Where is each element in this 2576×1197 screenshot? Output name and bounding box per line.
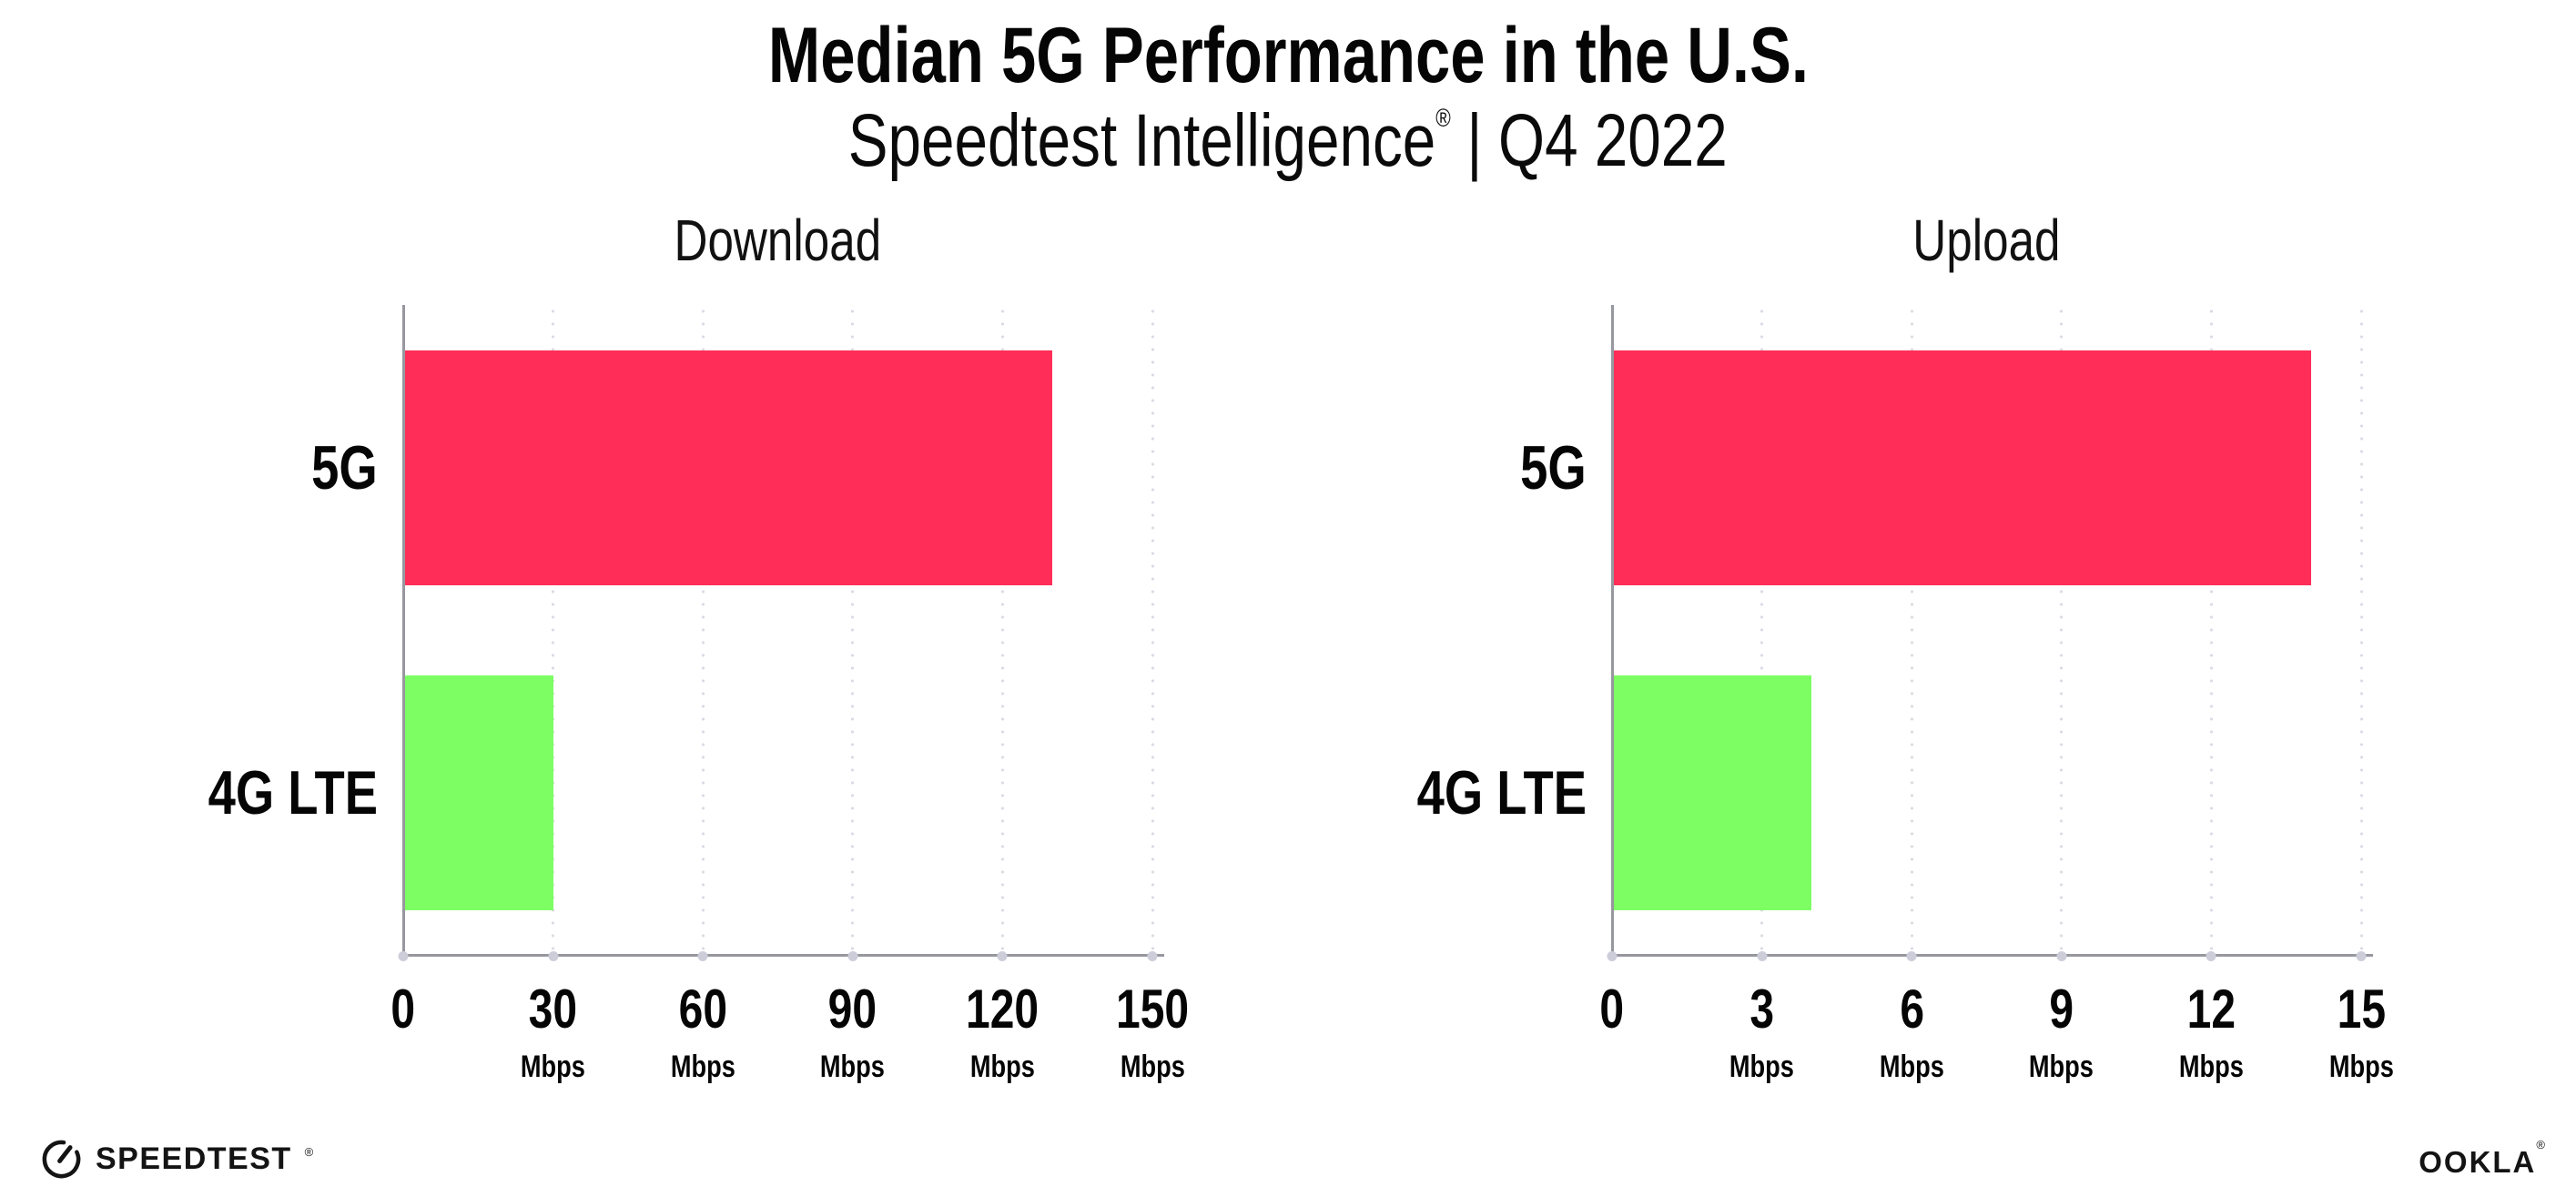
category-text-5g-download: 5G [311, 432, 378, 502]
gridline-15-upload [2359, 305, 2363, 956]
tick-mark-15-upload [2356, 951, 2367, 961]
tick-unit-12-upload: Mbps [2178, 1050, 2244, 1084]
tick-unit-15-upload: Mbps [2328, 1050, 2394, 1084]
y-axis-download [402, 305, 405, 956]
tick-mark-60-download [697, 951, 708, 961]
ookla-registered-icon: ® [2536, 1138, 2545, 1151]
tick-mark-9-upload [2056, 951, 2067, 961]
y-axis-upload [1611, 305, 1614, 956]
page-subtitle: Speedtest Intelligence® | Q4 2022 [0, 98, 2576, 184]
bar-5g-upload [1612, 350, 2312, 585]
tick-value-150-download: 150 [1115, 979, 1190, 1040]
tick-value-12-upload: 12 [2186, 979, 2236, 1040]
category-label-5g-upload: 5G [1504, 432, 1587, 503]
category-text-4g-lte-upload: 4G LTE [1416, 758, 1587, 828]
upload-chart-title: Upload [1612, 207, 2361, 274]
tick-value-30-download: 30 [528, 979, 578, 1040]
tick-unit-60-download: Mbps [670, 1050, 735, 1084]
download-chart-title: Download [403, 207, 1152, 274]
bar-5g-download [403, 350, 1053, 585]
tick-value-15-upload: 15 [2337, 979, 2386, 1040]
ookla-wordmark: OOKLA [2419, 1145, 2537, 1179]
subtitle-period: Q4 2022 [1498, 99, 1728, 182]
gauge-icon [42, 1140, 81, 1179]
tick-value-6-upload: 6 [1899, 979, 1924, 1040]
tick-mark-6-upload [1906, 951, 1917, 961]
gridline-60-download [701, 305, 705, 956]
category-label-4g-lte-upload: 4G LTE [1374, 757, 1587, 828]
tick-unit-30-download: Mbps [521, 1050, 586, 1084]
gridline-6-upload [1910, 305, 1913, 956]
download-plot-area: 0 30 Mbps 60 Mbps 90 Mbps 120 Mbps 150 Mbps [391, 305, 1189, 1084]
bar-4g-lte-upload [1612, 675, 1812, 911]
category-text-5g-upload: 5G [1520, 432, 1587, 502]
ookla-logo: OOKLA® [2419, 1138, 2545, 1180]
gridline-120-download [1000, 305, 1004, 956]
gridline-90-download [851, 305, 855, 956]
tick-mark-150-download [1147, 951, 1158, 961]
speedtest-logo: SPEEDTEST ® [40, 1138, 313, 1181]
tick-value-120-download: 120 [966, 979, 1040, 1040]
bar-4g-lte-download [403, 675, 553, 911]
gridline-9-upload [2060, 305, 2064, 956]
tick-mark-90-download [847, 951, 858, 961]
category-label-5g-download: 5G [295, 432, 378, 503]
tick-unit-120-download: Mbps [969, 1050, 1035, 1084]
subtitle-divider: | [1466, 99, 1483, 182]
x-axis-download [402, 954, 1164, 957]
tick-unit-3-upload: Mbps [1729, 1050, 1795, 1084]
tick-unit-90-download: Mbps [820, 1050, 886, 1084]
tick-value-90-download: 90 [828, 979, 877, 1040]
upload-chart-title-text: Upload [1912, 208, 2061, 273]
download-chart-title-text: Download [674, 208, 882, 273]
upload-chart: 0 3 Mbps 6 Mbps 9 Mbps 12 Mbps 15 Mbps Upload 5G 4G L… [1417, 208, 2394, 1084]
tick-mark-120-download [997, 951, 1008, 961]
x-axis-upload [1611, 954, 2373, 957]
registered-trademark-icon: ® [1435, 104, 1452, 132]
tick-value-0-download: 0 [390, 979, 416, 1040]
tick-mark-0-download [398, 951, 409, 961]
upload-plot-area: 0 3 Mbps 6 Mbps 9 Mbps 12 Mbps 15 Mbps [1600, 305, 2394, 1084]
subtitle-brand: Speedtest Intelligence [848, 99, 1436, 182]
tick-mark-3-upload [1757, 951, 1768, 961]
main-title-text: Median 5G Performance in the U.S. [767, 12, 1809, 99]
category-text-4g-lte-download: 4G LTE [208, 758, 378, 828]
category-label-4g-lte-download: 4G LTE [166, 757, 378, 828]
tick-mark-12-upload [2206, 951, 2216, 961]
tick-value-9-upload: 9 [2049, 979, 2074, 1040]
tick-mark-30-download [548, 951, 559, 961]
page-title: Median 5G Performance in the U.S. [0, 11, 2576, 101]
tick-value-0-upload: 0 [1599, 979, 1625, 1040]
speedtest-registered-icon: ® [304, 1145, 314, 1159]
gridline-3-upload [1760, 305, 1764, 956]
download-chart: 0 30 Mbps 60 Mbps 90 Mbps 120 Mbps 150 Mbps Downloa… [208, 208, 1189, 1084]
gridline-150-download [1151, 305, 1154, 956]
tick-value-60-download: 60 [678, 979, 727, 1040]
gridline-30-download [552, 305, 555, 956]
tick-unit-9-upload: Mbps [2029, 1050, 2094, 1084]
tick-unit-150-download: Mbps [1120, 1050, 1185, 1084]
tick-mark-0-upload [1607, 951, 1618, 961]
tick-unit-6-upload: Mbps [1879, 1050, 1944, 1084]
speedtest-wordmark: SPEEDTEST [96, 1141, 292, 1176]
tick-value-3-upload: 3 [1749, 979, 1774, 1040]
gridline-12-upload [2209, 305, 2213, 956]
